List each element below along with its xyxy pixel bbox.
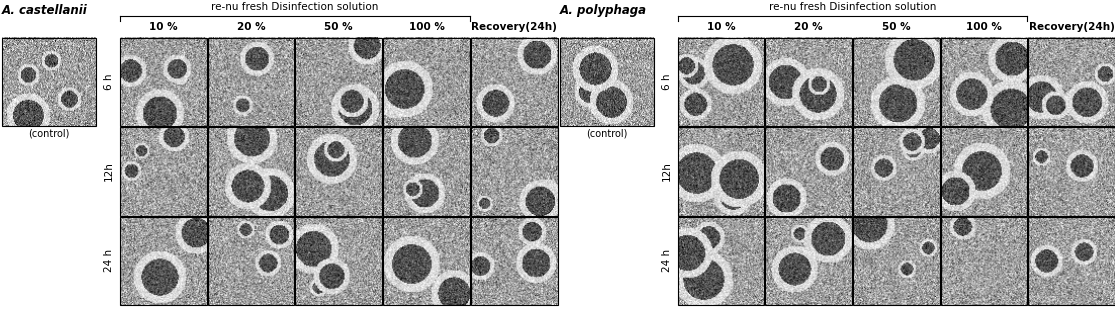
Bar (678, 127, 764, 216)
Bar (941, 217, 1027, 305)
Bar (295, 127, 382, 216)
Bar (207, 38, 294, 126)
Bar (384, 127, 469, 216)
Bar (295, 217, 382, 305)
Bar (120, 217, 206, 305)
Bar (384, 217, 469, 305)
Text: 12h: 12h (661, 162, 671, 182)
Text: re-nu fresh Disinfection solution: re-nu fresh Disinfection solution (768, 2, 937, 12)
Text: 6 h: 6 h (661, 74, 671, 90)
Text: 6 h: 6 h (104, 74, 114, 90)
Bar (384, 38, 469, 126)
Text: 20 %: 20 % (236, 22, 265, 32)
Text: (control): (control) (28, 128, 69, 138)
Text: A. castellanii: A. castellanii (2, 4, 88, 17)
Bar (1028, 217, 1115, 305)
Text: 10 %: 10 % (149, 22, 177, 32)
Bar (207, 217, 294, 305)
Bar (120, 127, 206, 216)
Bar (765, 38, 852, 126)
Text: re-nu fresh Disinfection solution: re-nu fresh Disinfection solution (211, 2, 379, 12)
Text: Recovery(24h): Recovery(24h) (1029, 22, 1115, 32)
Bar (471, 217, 558, 305)
Bar (1028, 38, 1115, 126)
Text: (control): (control) (585, 128, 627, 138)
Text: Recovery(24h): Recovery(24h) (472, 22, 558, 32)
Bar (853, 127, 940, 216)
Bar (2, 38, 96, 126)
Bar (853, 38, 940, 126)
Bar (1028, 127, 1115, 216)
Text: 24 h: 24 h (104, 249, 114, 272)
Text: 100 %: 100 % (966, 22, 1002, 32)
Bar (207, 127, 294, 216)
Text: 100 %: 100 % (408, 22, 445, 32)
Text: 50 %: 50 % (324, 22, 353, 32)
Text: A. polyphaga: A. polyphaga (560, 4, 647, 17)
Bar (941, 127, 1027, 216)
Bar (120, 38, 206, 126)
Bar (560, 38, 653, 126)
Text: 12h: 12h (104, 162, 114, 182)
Text: 50 %: 50 % (882, 22, 911, 32)
Bar (853, 217, 940, 305)
Text: 24 h: 24 h (661, 249, 671, 272)
Text: 10 %: 10 % (707, 22, 735, 32)
Bar (471, 38, 558, 126)
Bar (295, 38, 382, 126)
Bar (678, 38, 764, 126)
Bar (765, 217, 852, 305)
Bar (678, 217, 764, 305)
Text: 20 %: 20 % (794, 22, 823, 32)
Bar (941, 38, 1027, 126)
Bar (471, 127, 558, 216)
Bar (765, 127, 852, 216)
